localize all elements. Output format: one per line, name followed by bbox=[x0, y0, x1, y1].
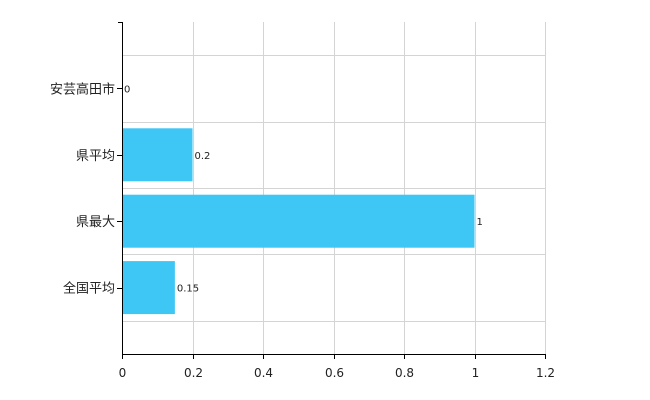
category-label: 全国平均 bbox=[63, 281, 115, 297]
x-tick-label: 1 bbox=[472, 366, 480, 380]
bar bbox=[122, 261, 175, 315]
x-tick-label: 0.4 bbox=[254, 366, 273, 380]
x-tick-label: 0 bbox=[119, 366, 127, 380]
grid-lines bbox=[122, 22, 546, 354]
category-label: 県平均 bbox=[76, 149, 115, 164]
data-label: 1 bbox=[477, 217, 483, 228]
x-tick-label: 0.2 bbox=[184, 366, 203, 380]
labels: 安芸高田市 0 県平均 0.2 県最大 1 全国平均 0.15 0 0.2 0.4 0.6 0.8 1 1.… bbox=[50, 81, 555, 380]
data-label: 0.15 bbox=[177, 284, 199, 295]
bars bbox=[122, 128, 475, 315]
x-tick-label: 1.2 bbox=[536, 366, 555, 380]
x-tick-label: 0.6 bbox=[325, 366, 344, 380]
x-tick-label: 0.8 bbox=[395, 366, 414, 380]
bar bbox=[122, 128, 193, 182]
data-label: 0.2 bbox=[195, 151, 211, 162]
category-label: 県最大 bbox=[76, 215, 115, 230]
axes bbox=[117, 22, 546, 359]
bar bbox=[122, 194, 475, 248]
data-label: 0 bbox=[124, 84, 130, 95]
category-label: 安芸高田市 bbox=[50, 81, 115, 97]
